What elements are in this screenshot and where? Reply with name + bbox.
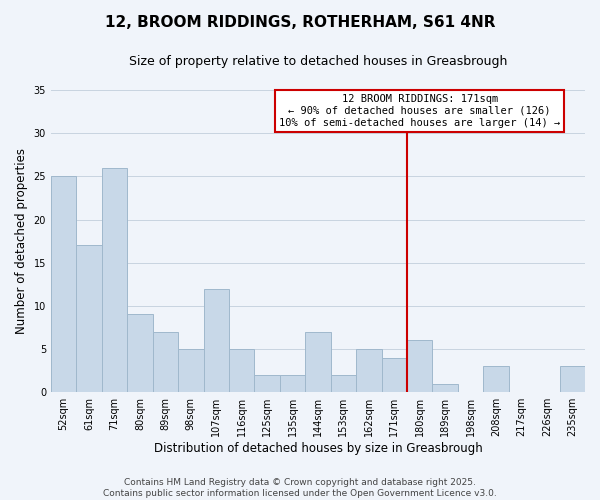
Bar <box>254 375 280 392</box>
Bar <box>178 349 203 392</box>
Bar <box>76 246 102 392</box>
Text: 12, BROOM RIDDINGS, ROTHERHAM, S61 4NR: 12, BROOM RIDDINGS, ROTHERHAM, S61 4NR <box>105 15 495 30</box>
Bar <box>203 288 229 392</box>
Bar <box>560 366 585 392</box>
Text: 12 BROOM RIDDINGS: 171sqm
← 90% of detached houses are smaller (126)
10% of semi: 12 BROOM RIDDINGS: 171sqm ← 90% of detac… <box>279 94 560 128</box>
Y-axis label: Number of detached properties: Number of detached properties <box>15 148 28 334</box>
Bar <box>229 349 254 392</box>
Bar <box>305 332 331 392</box>
Bar <box>433 384 458 392</box>
X-axis label: Distribution of detached houses by size in Greasbrough: Distribution of detached houses by size … <box>154 442 482 455</box>
Bar <box>102 168 127 392</box>
Bar <box>331 375 356 392</box>
Title: Size of property relative to detached houses in Greasbrough: Size of property relative to detached ho… <box>129 55 507 68</box>
Text: Contains HM Land Registry data © Crown copyright and database right 2025.
Contai: Contains HM Land Registry data © Crown c… <box>103 478 497 498</box>
Bar <box>280 375 305 392</box>
Bar <box>127 314 152 392</box>
Bar <box>407 340 433 392</box>
Bar <box>152 332 178 392</box>
Bar <box>356 349 382 392</box>
Bar <box>51 176 76 392</box>
Bar <box>382 358 407 392</box>
Bar <box>483 366 509 392</box>
